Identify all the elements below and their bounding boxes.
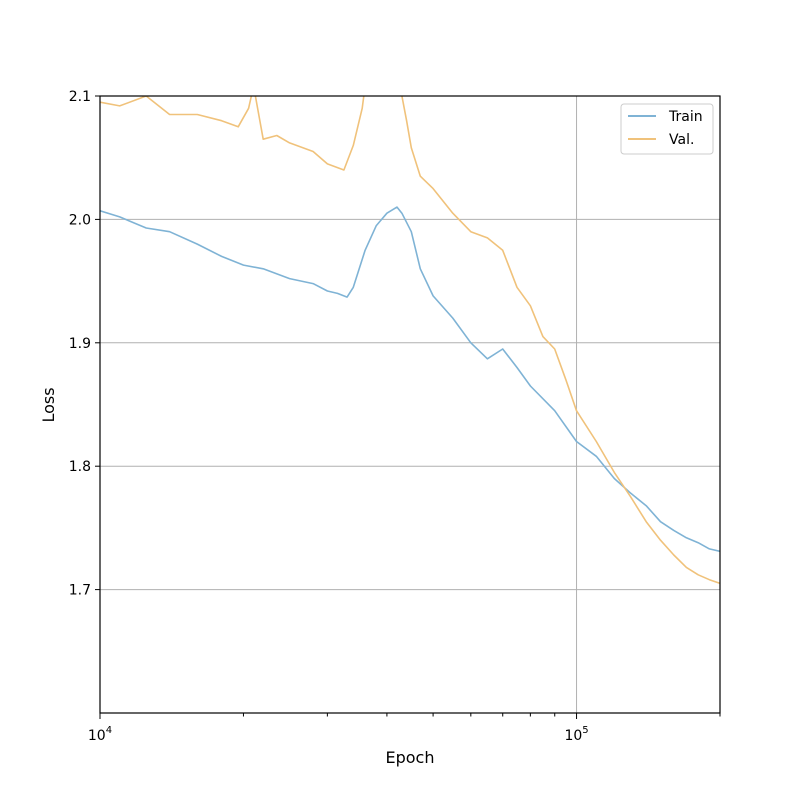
x-tick-label: 104 [88,725,112,744]
series-line-val [100,96,720,585]
legend: Train Val. [620,103,714,155]
grid-lines [100,95,720,713]
y-tick-label: 1.8 [69,459,91,475]
y-tick-label: 2.0 [69,212,91,228]
legend-label-train: Train [668,109,703,125]
legend-label-val: Val. [669,132,694,148]
y-tick-label: 1.7 [69,583,91,599]
y-axis-label: Loss [39,387,58,422]
series-layer [100,96,720,585]
x-tick-label: 105 [564,725,588,744]
y-tick-label: 2.1 [69,89,91,105]
series-line-train [100,206,720,553]
plot-area [100,96,720,713]
axis-ticks: 1.7 1.8 1.9 2.0 2.1 104 105 [69,89,721,744]
plot-frame [99,95,721,714]
x-axis-label: Epoch [386,748,435,767]
y-tick-label: 1.9 [69,336,91,352]
